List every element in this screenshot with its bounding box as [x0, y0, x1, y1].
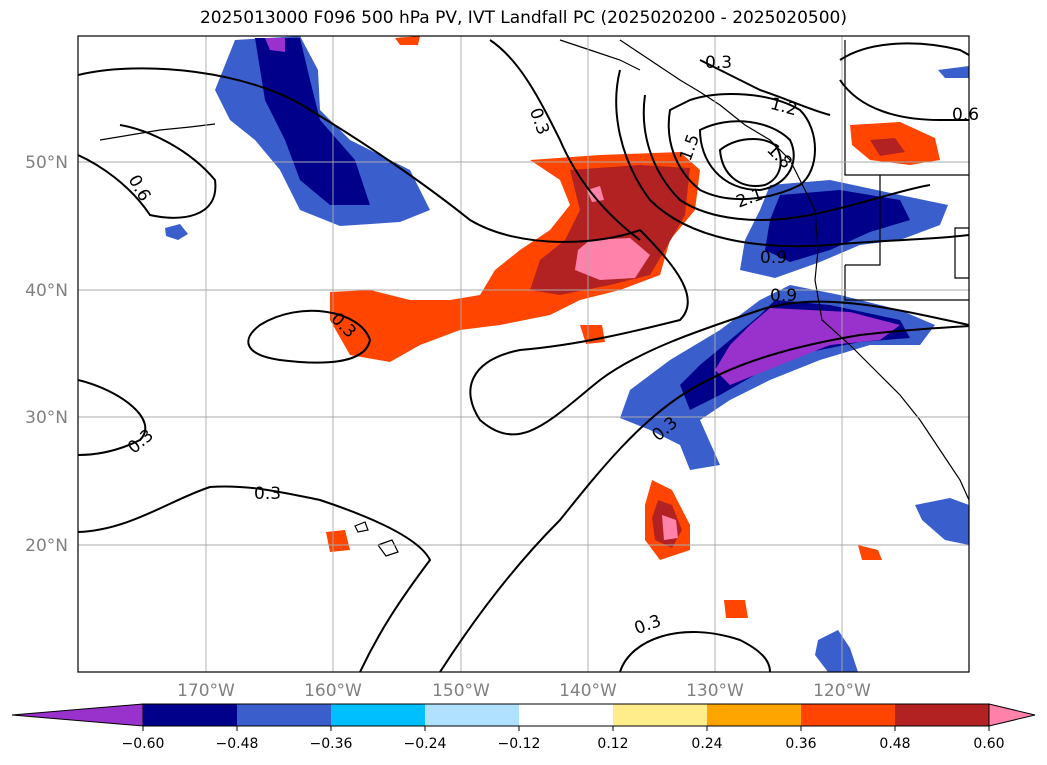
lat-label: 50°N: [25, 153, 68, 173]
map-frame: [77, 35, 970, 673]
colorbar-segment: [613, 704, 707, 726]
negative-anomaly-small-patches: [165, 66, 969, 672]
lat-label: 40°N: [25, 281, 68, 301]
gridlines: [78, 36, 969, 672]
colorbar-segment: [895, 704, 989, 726]
latitude-labels: 50°N 40°N 30°N 20°N: [25, 153, 68, 556]
map-panel: [78, 36, 969, 672]
colorbar-segment: [519, 704, 613, 726]
colorbar-tick-label: −0.48: [216, 736, 259, 752]
colorbar-tick-label: 0.24: [691, 736, 722, 752]
contour-label: 0.9: [770, 286, 797, 306]
colorbar-segment: [331, 704, 425, 726]
colorbar-extension-low: [11, 703, 144, 727]
positive-anomaly-subtropics: [326, 36, 940, 618]
colorbar-segment: [237, 704, 331, 726]
negative-anomaly-pacific-northwest: [740, 180, 948, 278]
colorbar-tick-label: 0.36: [785, 736, 816, 752]
colorbar-segment: [425, 704, 519, 726]
lat-label: 30°N: [25, 408, 68, 428]
colorbar-tick-label: 0.48: [879, 736, 910, 752]
figure-title: 2025013000 F096 500 hPa PV, IVT Landfall…: [199, 8, 847, 28]
colorbar-extension-high: [988, 703, 1036, 727]
lon-label: 140°W: [559, 681, 617, 701]
positive-anomaly-central-pacific: [330, 152, 700, 362]
lon-label: 120°W: [813, 681, 871, 701]
negative-anomaly-california: [620, 285, 935, 470]
colorbar-segment: [801, 704, 895, 726]
contour-label: 0.6: [952, 105, 979, 125]
lon-label: 130°W: [686, 681, 744, 701]
lon-label: 150°W: [432, 681, 490, 701]
colorbar-tick-label: 0.12: [597, 736, 628, 752]
longitude-labels: 170°W 160°W 150°W 140°W 130°W 120°W: [177, 681, 871, 701]
lon-label: 170°W: [177, 681, 235, 701]
contour-label: 0.3: [254, 484, 281, 504]
contour-label: 0.9: [760, 248, 787, 268]
colorbar-tick-label: 0.60: [973, 736, 1004, 752]
pv-contours: [78, 39, 969, 672]
contour-label: 0.3: [705, 53, 732, 73]
colorbar-tick-label: −0.12: [498, 736, 541, 752]
colorbar-segment: [143, 704, 237, 726]
negative-anomaly-gulf-of-alaska: [215, 36, 430, 226]
lon-label: 160°W: [304, 681, 362, 701]
colorbar-frame: [142, 703, 990, 727]
colorbar-segment: [707, 704, 801, 726]
coastlines: [99, 39, 969, 557]
colorbar-tick-label: −0.60: [122, 736, 165, 752]
lat-label: 20°N: [25, 536, 68, 556]
colorbar: −0.60 −0.48 −0.36 −0.24 −0.12 0.12 0.24 0.36 0.4…: [11, 703, 1036, 752]
colorbar-tick-label: −0.24: [404, 736, 447, 752]
colorbar-tick-label: −0.36: [310, 736, 353, 752]
